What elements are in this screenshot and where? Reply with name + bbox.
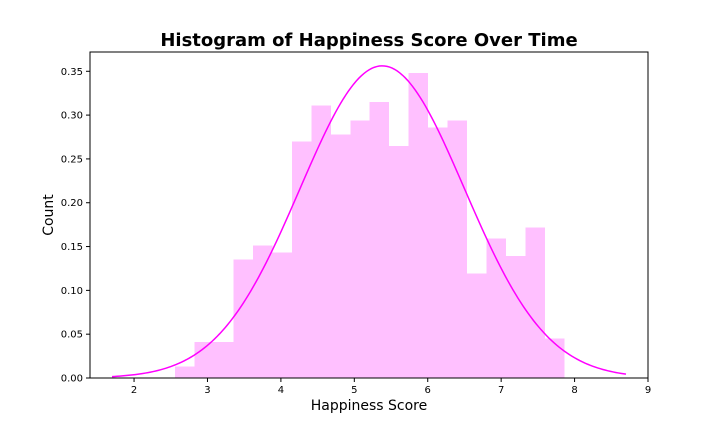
- y-tick-label: 0.05: [61, 330, 83, 341]
- histogram-bar: [389, 145, 409, 378]
- x-tick-label: 9: [645, 385, 651, 396]
- x-tick-label: 8: [571, 385, 577, 396]
- histogram-bar: [369, 101, 390, 379]
- y-tick-label: 0.15: [61, 242, 83, 253]
- x-tick-label: 6: [425, 385, 431, 396]
- histogram-bar: [428, 127, 448, 378]
- y-tick-label: 0.35: [61, 67, 83, 78]
- x-tick-label: 2: [131, 385, 137, 396]
- x-axis-title: Happiness Score: [311, 398, 428, 414]
- histogram-bar: [525, 227, 545, 378]
- histogram-bars: [175, 73, 565, 379]
- y-tick-label: 0.25: [61, 154, 83, 165]
- y-tick-label: 0.00: [61, 374, 83, 385]
- histogram-bar: [252, 245, 273, 378]
- histogram-bar: [233, 259, 253, 378]
- y-axis-title: Count: [41, 194, 57, 236]
- histogram-bar: [291, 141, 312, 378]
- x-tick-label: 4: [278, 385, 284, 396]
- histogram-bar: [447, 120, 468, 379]
- histogram-bar: [505, 256, 526, 378]
- x-axis-ticks: 2 3 4 5 6 7 8 9: [131, 378, 651, 396]
- y-tick-label: 0.10: [61, 286, 83, 297]
- plot-frame: [89, 51, 649, 379]
- histogram-bar: [486, 238, 506, 378]
- histogram-bar: [272, 252, 292, 378]
- histogram-bar: [330, 134, 351, 378]
- histogram-bar: [214, 342, 234, 378]
- histogram-bar: [175, 366, 195, 378]
- chart-title: Histogram of Happiness Score Over Time: [160, 30, 577, 51]
- histogram-bar: [408, 73, 429, 378]
- histogram-bar: [350, 120, 370, 379]
- y-tick-label: 0.20: [61, 198, 83, 209]
- histogram-bar: [544, 338, 565, 378]
- histogram-bar: [311, 105, 331, 379]
- y-tick-label: 0.30: [61, 111, 83, 122]
- x-tick-label: 5: [351, 385, 357, 396]
- y-axis-ticks: 0.00 0.05 0.10 0.15 0.20 0.25 0.30 0.35: [61, 67, 90, 385]
- x-tick-label: 3: [204, 385, 210, 396]
- density-curve: [111, 65, 627, 378]
- histogram-bar: [467, 273, 487, 378]
- x-tick-label: 7: [498, 385, 504, 396]
